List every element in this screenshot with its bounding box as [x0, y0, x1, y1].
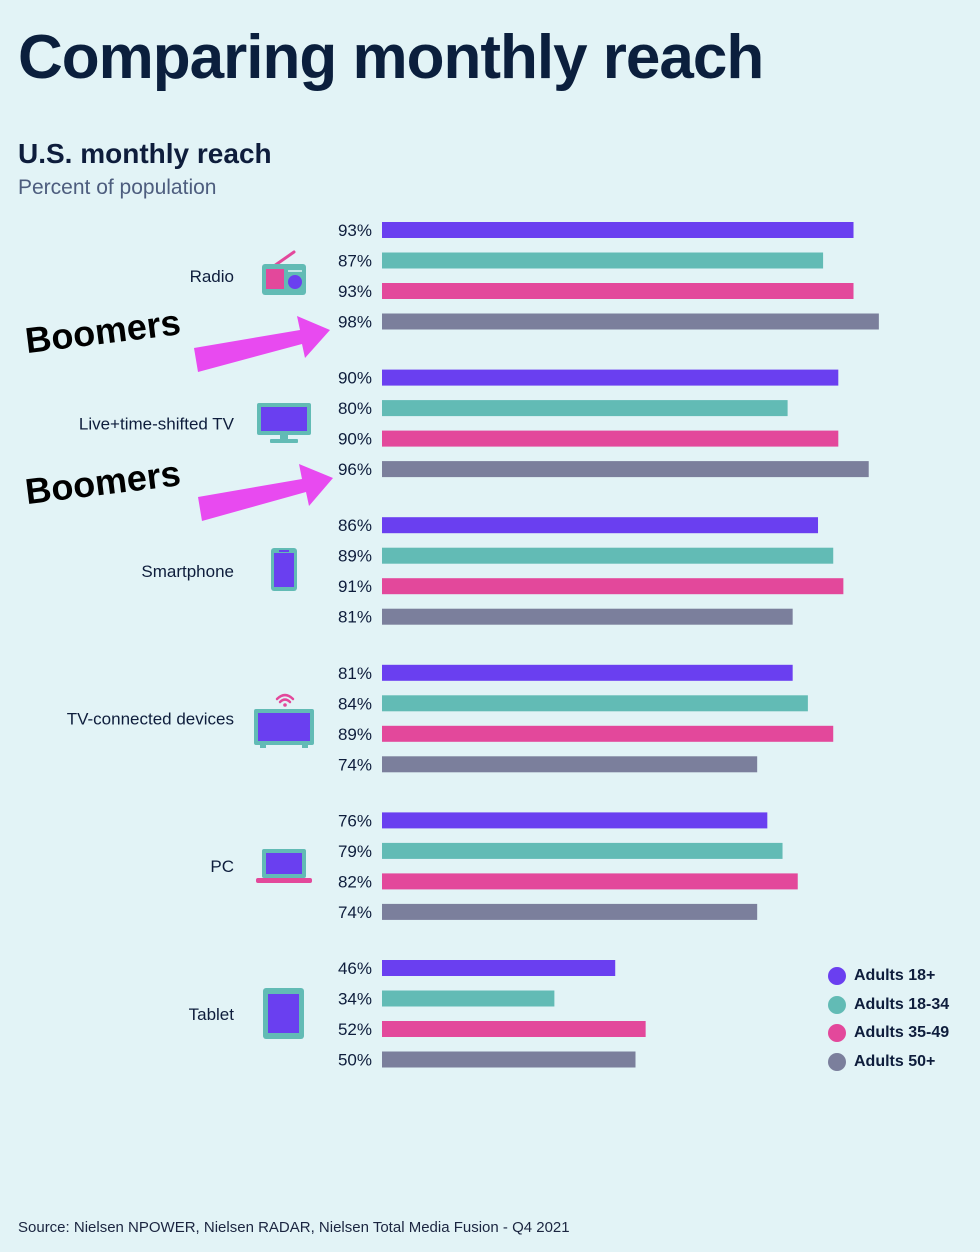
- bar: [382, 1051, 636, 1068]
- unit-label: Percent of population: [18, 176, 217, 199]
- radio-icon: [262, 250, 306, 295]
- data-label: 46%: [338, 959, 372, 978]
- legend-item: Adults 50+: [828, 1048, 949, 1077]
- bar: [382, 960, 616, 976]
- data-label: 82%: [338, 872, 372, 891]
- legend-swatch: [828, 995, 846, 1014]
- data-label: 93%: [338, 221, 372, 240]
- bar: [382, 903, 758, 920]
- data-label: 81%: [338, 664, 372, 683]
- data-label: 50%: [338, 1051, 372, 1070]
- data-label: 81%: [338, 608, 372, 627]
- bar: [382, 990, 555, 1007]
- category-label: Tablet: [189, 1005, 235, 1024]
- data-label: 90%: [338, 369, 372, 388]
- data-label: 86%: [338, 516, 372, 535]
- category-label: Radio: [190, 267, 234, 286]
- data-label: 89%: [338, 547, 372, 566]
- bar: [382, 1021, 646, 1037]
- tv-icon: [257, 403, 311, 443]
- legend-label: Adults 50+: [854, 1052, 936, 1070]
- bar: [382, 578, 844, 595]
- legend-item: Adults 18+: [828, 962, 949, 991]
- connected-tv-icon: [254, 693, 314, 748]
- legend-item: Adults 18-34: [828, 991, 949, 1020]
- smartphone-icon: [271, 548, 297, 591]
- source-note: Source: Nielsen NPOWER, Nielsen RADAR, N…: [18, 1219, 570, 1236]
- laptop-icon: [256, 849, 312, 883]
- data-label: 91%: [338, 577, 372, 596]
- legend-label: Adults 18+: [854, 967, 936, 985]
- bar: [382, 252, 824, 269]
- bar: [382, 725, 834, 742]
- bar: [382, 430, 839, 447]
- category-label: Smartphone: [141, 562, 234, 581]
- bar: [382, 608, 793, 625]
- category-label: PC: [210, 857, 234, 876]
- bar: [382, 313, 879, 330]
- annotation-arrow: [194, 316, 330, 372]
- legend-swatch: [828, 967, 846, 986]
- data-label: 93%: [338, 282, 372, 301]
- data-label: 34%: [338, 990, 372, 1009]
- data-label: 90%: [338, 430, 372, 449]
- bar: [382, 222, 854, 238]
- chart-legend: Adults 18+ Adults 18-34 Adults 35-49 Adu…: [828, 962, 949, 1076]
- category-label: Live+time-shifted TV: [79, 414, 235, 433]
- data-label: 76%: [338, 811, 372, 830]
- legend-label: Adults 18-34: [854, 995, 950, 1013]
- bar: [382, 873, 798, 890]
- annotation-arrow: [198, 464, 333, 521]
- tablet-icon: [263, 988, 304, 1039]
- bar: [382, 517, 819, 534]
- bar: [382, 664, 793, 681]
- data-label: 84%: [338, 694, 372, 713]
- data-label: 74%: [338, 755, 372, 774]
- page-title: Comparing monthly reach: [18, 23, 764, 92]
- legend-item: Adults 35-49: [828, 1019, 949, 1048]
- data-label: 89%: [338, 725, 372, 744]
- data-label: 74%: [338, 903, 372, 922]
- data-label: 98%: [338, 313, 372, 332]
- bar: [382, 369, 839, 386]
- legend-swatch: [828, 1052, 846, 1071]
- bar: [382, 812, 768, 829]
- data-label: 87%: [338, 252, 372, 271]
- legend-label: Adults 35-49: [854, 1024, 950, 1042]
- data-label: 79%: [338, 842, 372, 861]
- bar: [382, 842, 783, 859]
- bar: [382, 695, 808, 712]
- bar: [382, 547, 834, 564]
- bar: [382, 461, 869, 478]
- data-label: 96%: [338, 460, 372, 479]
- chart-subtitle: U.S. monthly reach: [18, 138, 272, 169]
- data-label: 80%: [338, 399, 372, 418]
- bar: [382, 756, 758, 773]
- bar: [382, 283, 854, 299]
- data-label: 52%: [338, 1020, 372, 1039]
- bar: [382, 400, 788, 417]
- legend-swatch: [828, 1024, 846, 1043]
- category-label: TV-connected devices: [67, 710, 234, 729]
